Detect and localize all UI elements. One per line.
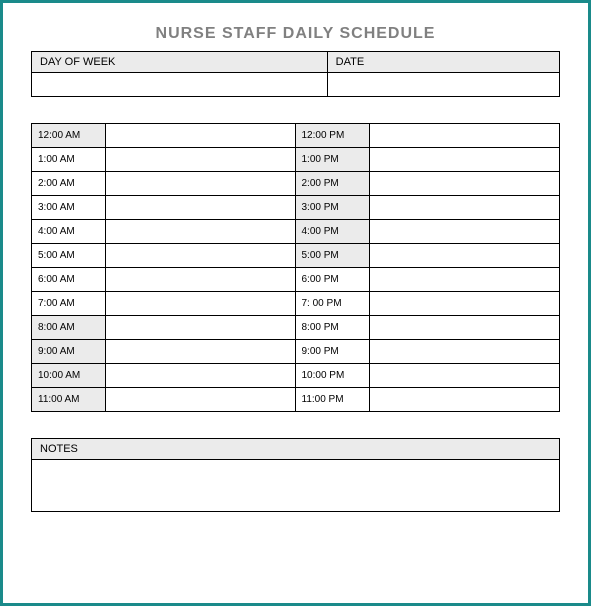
pm-entry-cell[interactable]: [369, 316, 559, 340]
am-time-cell: 2:00 AM: [32, 172, 106, 196]
pm-entry-cell[interactable]: [369, 172, 559, 196]
notes-body[interactable]: [32, 460, 560, 512]
pm-time-cell: 10:00 PM: [296, 364, 370, 388]
am-time-cell: 6:00 AM: [32, 268, 106, 292]
am-entry-cell[interactable]: [105, 196, 295, 220]
am-time-cell: 9:00 AM: [32, 340, 106, 364]
am-entry-cell[interactable]: [105, 220, 295, 244]
pm-entry-cell[interactable]: [369, 148, 559, 172]
notes-table: NOTES: [31, 438, 560, 512]
pm-time-cell: 7: 00 PM: [296, 292, 370, 316]
pm-time-cell: 3:00 PM: [296, 196, 370, 220]
am-entry-cell[interactable]: [105, 244, 295, 268]
schedule-pm-column: 12:00 PM1:00 PM2:00 PM3:00 PM4:00 PM5:00…: [296, 123, 561, 412]
document-frame: NURSE STAFF DAILY SCHEDULE DAY OF WEEK D…: [0, 0, 591, 606]
pm-entry-cell[interactable]: [369, 244, 559, 268]
am-time-cell: 7:00 AM: [32, 292, 106, 316]
am-time-cell: 12:00 AM: [32, 124, 106, 148]
page-title: NURSE STAFF DAILY SCHEDULE: [31, 25, 560, 43]
date-value[interactable]: [327, 73, 559, 97]
am-time-cell: 8:00 AM: [32, 316, 106, 340]
am-entry-cell[interactable]: [105, 148, 295, 172]
pm-entry-cell[interactable]: [369, 292, 559, 316]
pm-entry-cell[interactable]: [369, 268, 559, 292]
pm-entry-cell[interactable]: [369, 364, 559, 388]
am-time-cell: 5:00 AM: [32, 244, 106, 268]
pm-time-cell: 8:00 PM: [296, 316, 370, 340]
am-time-cell: 11:00 AM: [32, 388, 106, 412]
pm-entry-cell[interactable]: [369, 220, 559, 244]
am-entry-cell[interactable]: [105, 124, 295, 148]
pm-entry-cell[interactable]: [369, 124, 559, 148]
schedule-am-column: 12:00 AM1:00 AM2:00 AM3:00 AM4:00 AM5:00…: [31, 123, 296, 412]
am-entry-cell[interactable]: [105, 316, 295, 340]
am-entry-cell[interactable]: [105, 172, 295, 196]
schedule-grid: 12:00 AM1:00 AM2:00 AM3:00 AM4:00 AM5:00…: [31, 123, 560, 412]
pm-entry-cell[interactable]: [369, 196, 559, 220]
am-time-cell: 4:00 AM: [32, 220, 106, 244]
am-time-cell: 1:00 AM: [32, 148, 106, 172]
date-label: DATE: [327, 52, 559, 73]
pm-time-cell: 1:00 PM: [296, 148, 370, 172]
am-entry-cell[interactable]: [105, 340, 295, 364]
pm-time-cell: 9:00 PM: [296, 340, 370, 364]
notes-label: NOTES: [32, 439, 560, 460]
am-entry-cell[interactable]: [105, 364, 295, 388]
pm-time-cell: 4:00 PM: [296, 220, 370, 244]
am-entry-cell[interactable]: [105, 388, 295, 412]
pm-entry-cell[interactable]: [369, 388, 559, 412]
day-of-week-value[interactable]: [32, 73, 328, 97]
day-of-week-label: DAY OF WEEK: [32, 52, 328, 73]
pm-time-cell: 6:00 PM: [296, 268, 370, 292]
pm-time-cell: 2:00 PM: [296, 172, 370, 196]
am-time-cell: 3:00 AM: [32, 196, 106, 220]
am-entry-cell[interactable]: [105, 292, 295, 316]
am-entry-cell[interactable]: [105, 268, 295, 292]
pm-time-cell: 5:00 PM: [296, 244, 370, 268]
pm-time-cell: 11:00 PM: [296, 388, 370, 412]
pm-entry-cell[interactable]: [369, 340, 559, 364]
pm-time-cell: 12:00 PM: [296, 124, 370, 148]
am-time-cell: 10:00 AM: [32, 364, 106, 388]
header-table: DAY OF WEEK DATE: [31, 51, 560, 97]
